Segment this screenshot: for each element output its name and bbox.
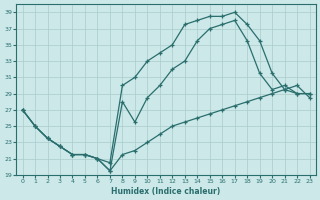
X-axis label: Humidex (Indice chaleur): Humidex (Indice chaleur): [111, 187, 221, 196]
